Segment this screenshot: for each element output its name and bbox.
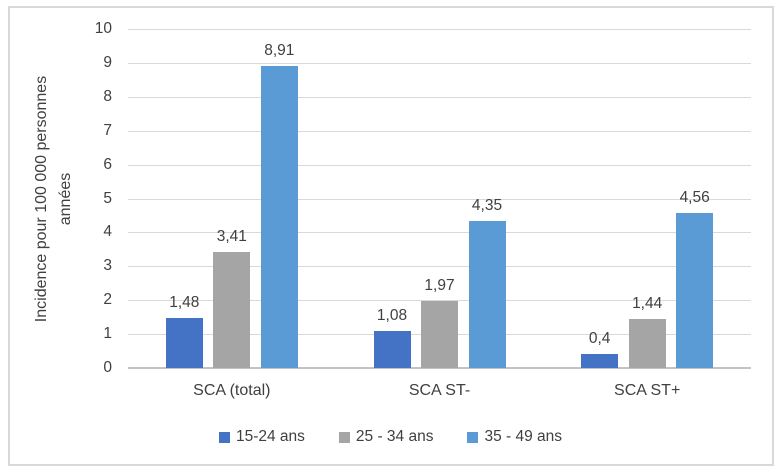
y-axis-title-line-2: années [57, 172, 74, 226]
legend-label: 15-24 ans [235, 428, 305, 445]
y-gridline [128, 130, 751, 132]
y-tick-label: 3 [103, 257, 112, 275]
bar-series-0-category-2 [581, 354, 619, 368]
bar-value-label: 1,44 [632, 295, 663, 313]
y-gridline [128, 29, 751, 30]
y-tick-label: 7 [103, 121, 112, 139]
bar-value-label: 0,4 [588, 330, 611, 348]
x-axis-line [128, 367, 751, 369]
y-gridline [128, 266, 751, 268]
bar-value-label: 4,56 [679, 189, 710, 207]
bar-series-0-category-0 [165, 317, 203, 368]
y-tick-label: 4 [103, 223, 112, 241]
y-tick-label: 8 [103, 87, 112, 105]
y-axis-title: Incidence pour 100 000 personnes années [30, 29, 80, 369]
bar-value-label: 4,35 [471, 196, 503, 214]
y-gridline [128, 164, 751, 166]
x-category-label: SCA (total) [193, 382, 271, 399]
y-axis-title-line-1: Incidence pour 100 000 personnes [33, 75, 50, 323]
bar-series-0-category-1 [373, 331, 411, 368]
plot-area [128, 29, 751, 369]
y-tick-label: 10 [94, 20, 112, 37]
legend-label: 35 - 49 ans [484, 428, 563, 445]
legend-label: 25 - 34 ans [355, 428, 434, 445]
x-category-label: SCA ST- [408, 382, 471, 399]
legend-item-1: 25 - 34 ans [338, 428, 434, 446]
legend-swatch-icon [338, 431, 350, 443]
bar-series-1-category-0 [213, 252, 251, 368]
bar-series-2-category-2 [676, 213, 714, 368]
bar-value-label: 1,97 [424, 277, 455, 295]
y-gridline [128, 300, 751, 302]
legend-swatch-icon [467, 431, 479, 443]
y-gridline [128, 232, 751, 234]
bar-value-label: 1,08 [376, 307, 408, 325]
bar-series-1-category-1 [421, 301, 458, 368]
bar-series-2-category-1 [468, 220, 506, 368]
y-gridline [128, 62, 751, 64]
y-gridline [128, 96, 751, 98]
bar-value-label: 8,91 [264, 41, 295, 59]
y-tick-label: 0 [103, 359, 112, 376]
legend-item-0: 15-24 ans [218, 428, 305, 446]
bar-series-1-category-2 [628, 319, 666, 368]
y-tick-label: 9 [103, 53, 112, 71]
legend: 15-24 ans 25 - 34 ans 35 - 49 ans [0, 428, 781, 446]
y-tick-label: 1 [103, 325, 112, 343]
bar-value-label: 3,41 [216, 228, 247, 246]
bar-value-label: 1,48 [169, 293, 200, 311]
legend-swatch-icon [218, 431, 230, 443]
y-tick-label: 2 [103, 291, 112, 309]
legend-item-2: 35 - 49 ans [467, 428, 562, 446]
y-tick-label: 6 [103, 155, 112, 173]
bar-series-2-category-0 [260, 65, 298, 368]
x-category-label: SCA ST+ [614, 382, 681, 399]
y-tick-label: 5 [103, 189, 112, 207]
y-gridline [128, 198, 751, 200]
